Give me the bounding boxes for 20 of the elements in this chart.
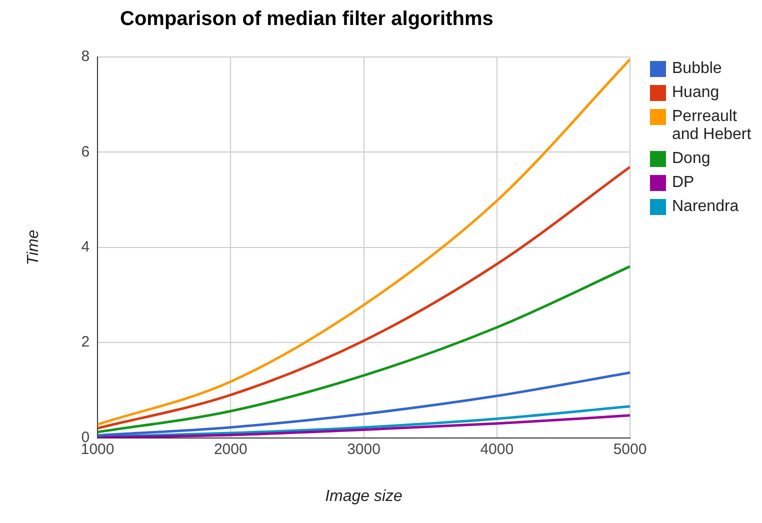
x-tick-label: 4000 [480, 440, 514, 458]
legend-label: Dong [672, 150, 710, 168]
y-tick-label: 4 [81, 238, 90, 256]
y-tick-label: 2 [81, 334, 90, 351]
x-tick-label: 5000 [613, 440, 647, 458]
legend-label: Huang [672, 84, 720, 102]
y-tick-label: 8 [81, 48, 90, 66]
legend-label: Bubble [672, 60, 722, 78]
x-tick-label: 2000 [214, 440, 248, 458]
x-axis-title: Image size [325, 488, 403, 505]
legend-label: Perreault and Hebert [672, 108, 752, 144]
y-tick-label: 6 [81, 143, 90, 160]
y-axis-title: Time [25, 230, 42, 266]
line-series [98, 265, 630, 434]
line-series [98, 166, 630, 430]
x-tick-label: 3000 [347, 440, 380, 458]
chart-title: Comparison of median filter algorithms [120, 8, 494, 31]
legend-label: DP [672, 174, 694, 192]
x-tick-label: 1000 [80, 440, 114, 458]
legend-label: Narendra [672, 198, 739, 216]
